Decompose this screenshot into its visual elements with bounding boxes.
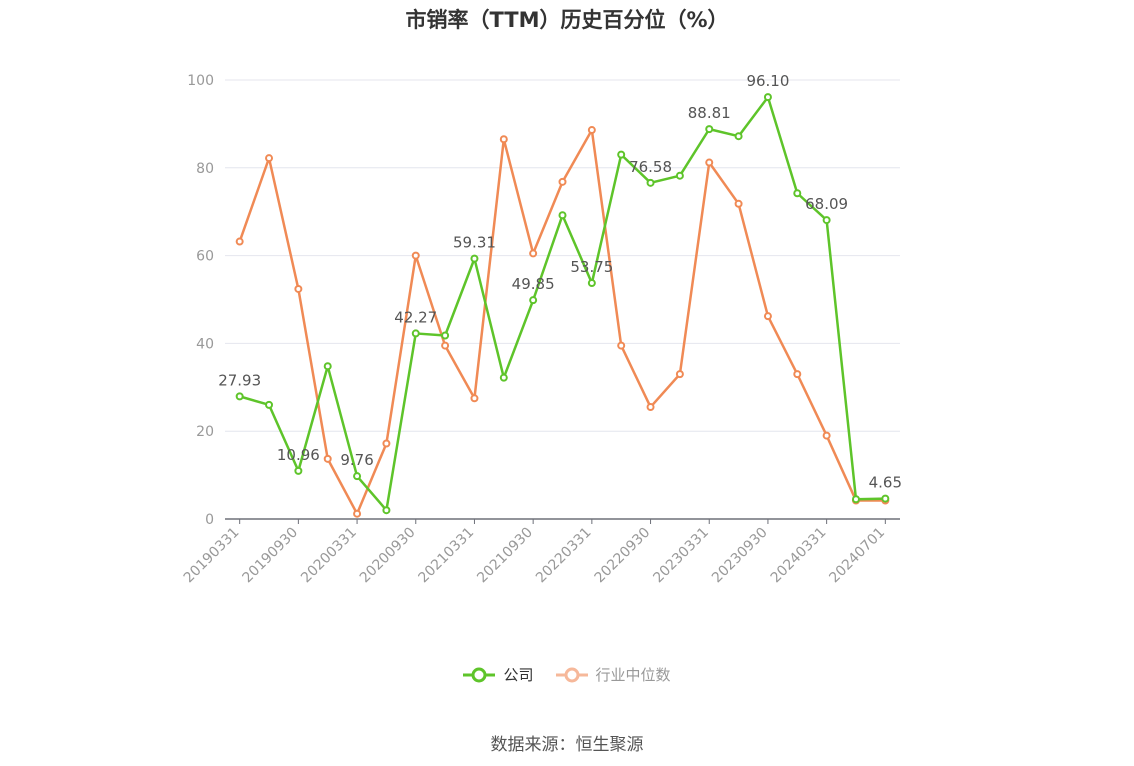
x-tick-label: 20190331 [181,525,243,587]
legend-item-industry[interactable]: 行业中位数 [555,664,671,685]
x-tick-label: 20190930 [239,525,301,587]
chart-legend: 公司 行业中位数 [0,664,1134,685]
legend-label-industry: 行业中位数 [595,666,671,684]
x-tick-label: 20220930 [592,525,654,587]
data-point-company [265,400,274,409]
series-line-industry [238,128,886,515]
data-point-company [294,466,303,475]
data-point-company [793,189,802,198]
data-point-company [470,254,479,263]
data-label: 68.09 [805,195,848,213]
data-point-company [734,132,743,141]
x-tick-label: 20230331 [650,525,712,587]
x-tick-label: 20220331 [533,525,595,587]
data-point-company [763,93,772,102]
data-point-industry [617,341,626,350]
data-point-company [382,506,391,515]
x-tick-label: 20210331 [416,525,478,587]
data-point-company [499,373,508,382]
data-point-industry [705,158,714,167]
data-point-industry [675,370,684,379]
data-point-company [558,211,567,220]
data-point-industry [382,439,391,448]
data-point-industry [235,237,244,246]
y-tick-label: 60 [196,249,214,265]
data-point-company [529,296,538,305]
data-point-company [705,125,714,134]
data-point-industry [499,135,508,144]
data-point-industry [558,177,567,186]
data-point-company [323,362,332,371]
data-point-industry [323,454,332,463]
x-tick-label: 20240331 [768,525,830,587]
data-point-industry [470,394,479,403]
data-label: 53.75 [570,258,613,276]
data-point-industry [265,154,274,163]
y-tick-label: 80 [196,161,214,177]
x-tick-label: 20200331 [298,525,360,587]
x-tick-label: 20240701 [826,525,888,587]
data-point-company [851,495,860,504]
data-source: 数据来源：恒生聚源 [490,735,644,755]
data-point-company [646,178,655,187]
legend-line-icon-company [463,667,496,682]
legend-line-icon-industry [555,667,588,682]
data-label: 10.96 [277,446,320,464]
data-point-company [353,472,362,481]
data-point-company [675,171,684,180]
data-point-company [822,216,831,225]
data-point-industry [822,431,831,440]
data-label: 27.93 [218,371,261,389]
data-point-industry [294,284,303,293]
data-label: 49.85 [512,275,555,293]
data-point-industry [646,403,655,412]
data-label: 42.27 [394,308,437,326]
data-point-company [441,331,450,340]
data-point-company [617,150,626,159]
y-tick-label: 100 [187,73,214,89]
x-tick-label: 20230930 [709,525,771,587]
y-tick-label: 20 [196,424,214,440]
legend-label-company: 公司 [503,666,534,684]
data-point-industry [587,126,596,135]
line-chart: 0 20 40 60 80 100 2019033120190930202003312020… [181,72,902,587]
data-label: 4.65 [869,474,902,492]
chart-title: 市销率（TTM）历史百分位（%） [405,8,729,32]
data-point-industry [411,251,420,260]
data-point-industry [793,370,802,379]
data-point-industry [734,199,743,208]
data-point-industry [353,509,362,518]
data-point-company [587,279,596,288]
data-point-company [881,494,890,503]
data-point-industry [441,341,450,350]
data-label: 88.81 [688,104,731,122]
legend-item-company[interactable]: 公司 [463,664,534,685]
data-point-industry [529,249,538,258]
data-point-industry [763,312,772,321]
data-label: 59.31 [453,234,496,252]
x-tick-label: 20200930 [357,525,419,587]
series-line-company [239,95,886,512]
data-point-company [235,392,244,401]
data-label: 76.58 [629,158,672,176]
data-label: 9.76 [340,451,373,469]
y-tick-label: 0 [205,512,214,528]
y-tick-label: 40 [196,336,214,352]
x-tick-label: 20210930 [474,525,536,587]
data-point-company [411,329,420,338]
data-label: 96.10 [746,72,789,90]
